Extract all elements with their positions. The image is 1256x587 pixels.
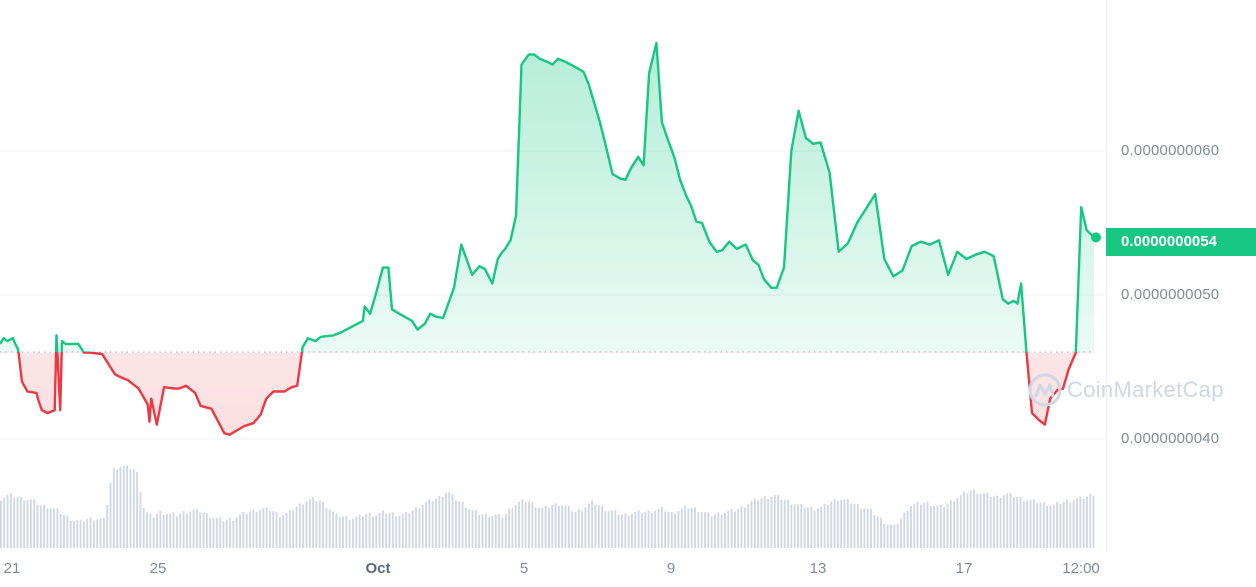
- y-tick-label: 0.0000000050: [1121, 286, 1220, 303]
- y-tick-label: 0.0000000060: [1121, 142, 1220, 159]
- x-tick-label: 12:00: [1062, 560, 1100, 577]
- price-area: [0, 43, 1094, 435]
- volume-bars: [0, 465, 1095, 548]
- x-tick-label-month: Oct: [365, 560, 391, 577]
- x-tick-label: 5: [519, 560, 529, 577]
- current-price-dot: [1091, 232, 1101, 243]
- x-tick-label: 17: [955, 560, 973, 577]
- x-tick-label: 25: [149, 560, 167, 577]
- price-line: [0, 41, 1095, 436]
- coinmarketcap-logo-icon: [1028, 373, 1062, 407]
- coinmarketcap-watermark: CoinMarketCap: [1027, 372, 1224, 408]
- watermark-text: CoinMarketCap: [1067, 377, 1224, 402]
- x-tick-label: 13: [809, 560, 827, 577]
- current-price-badge: 0.0000000054: [1106, 228, 1256, 256]
- x-tick-label: 9: [666, 560, 676, 577]
- y-tick-label: 0.0000000040: [1121, 430, 1220, 447]
- x-tick-label: 21: [3, 560, 21, 577]
